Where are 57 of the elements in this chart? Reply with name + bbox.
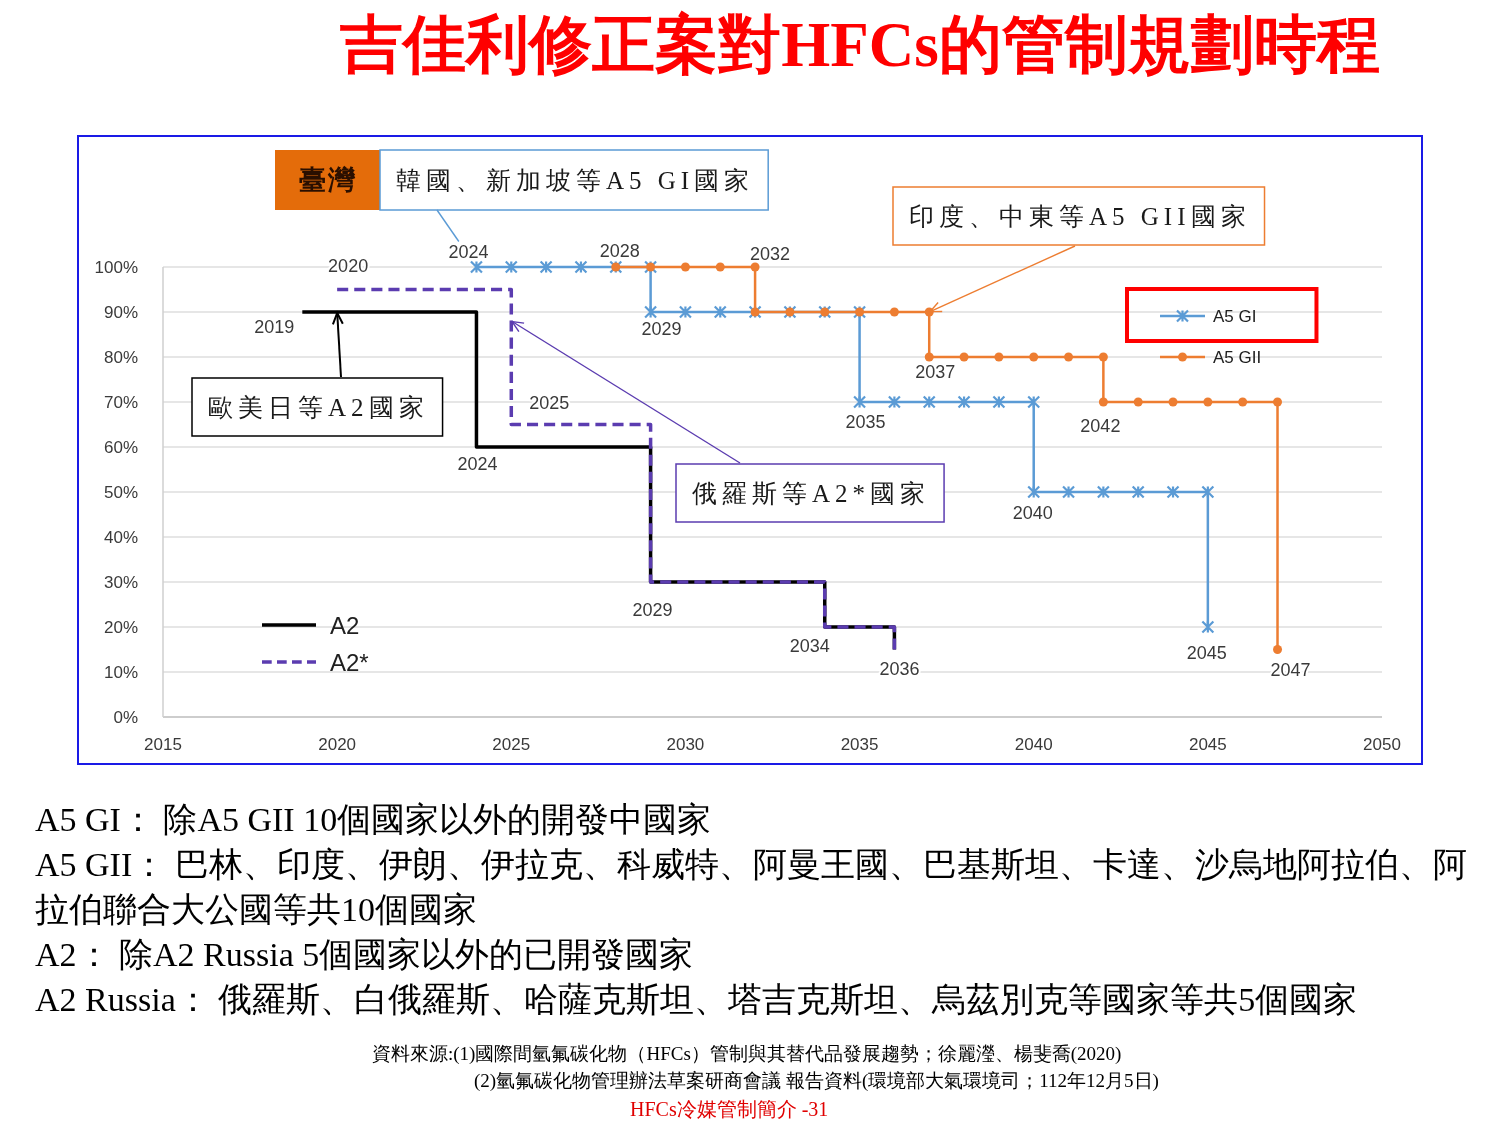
legend-label: A5 GII — [1213, 347, 1262, 367]
annotation: 2024 — [448, 242, 489, 262]
legend-label: A5 GI — [1213, 306, 1257, 326]
text: (2)氫氟碳化物管理辦法草案研商會議 報告資料(環境部大氣環境司；112年12月5日) — [473, 1069, 1160, 1093]
annotation: 2029 — [641, 319, 682, 339]
x-tick-label: 2025 — [492, 734, 531, 754]
annotation: 2037 — [915, 362, 956, 382]
text: A5 GII： 巴林、印度、伊朗、伊拉克、科威特、阿曼王國、巴基斯坦、卡達、沙烏地阿拉伯、阿拉伯聯合大公國等共10個國家 — [35, 845, 1468, 930]
legend-label: A2 — [330, 611, 360, 639]
annotation: 2036 — [879, 658, 920, 679]
x-tick-label: 2040 — [1014, 734, 1053, 754]
annotation: 2019 — [254, 317, 295, 337]
y-tick-label: 100% — [94, 257, 138, 277]
annotation: 2034 — [789, 636, 830, 656]
y-tick-label: 20% — [103, 617, 138, 637]
annotation: 2029 — [632, 600, 673, 620]
legend-entry: A5 GI — [1160, 306, 1257, 326]
annotation: 2040 — [1012, 503, 1053, 523]
legend-entry: A2 — [262, 611, 360, 639]
text: A2 Russia： 俄羅斯、白俄羅斯、哈薩克斯坦、塔吉克斯坦、烏茲別克等國家等共5個國家 — [35, 980, 1359, 1020]
x-tick-label: 2015 — [144, 734, 182, 754]
annotation: 歐美日等A2國家 — [208, 393, 429, 421]
y-tick-label: 40% — [103, 527, 138, 547]
y-tick-label: 60% — [103, 437, 138, 457]
text: A5 GI： 除A5 GII 10個國家以外的開發中國家 — [35, 800, 713, 840]
annotation: 2047 — [1270, 659, 1311, 680]
annotation: 2024 — [457, 454, 498, 474]
annotation: 2032 — [750, 244, 791, 264]
y-tick-label: 0% — [113, 707, 138, 727]
y-tick-label: 90% — [103, 302, 138, 322]
annotation: 2025 — [529, 392, 570, 413]
text: A2： 除A2 Russia 5個國家以外的已開發國家 — [35, 935, 695, 975]
y-tick-label: 10% — [103, 662, 138, 682]
x-tick-label: 2050 — [1363, 734, 1401, 754]
legend-entry: A5 GII — [1160, 347, 1262, 367]
annotation: 印度、中東等A5 GII國家 — [909, 202, 1251, 230]
annotation: 俄羅斯等A2*國家 — [692, 479, 931, 507]
annotation: 韓國、新加坡等A5 GI國家 — [396, 166, 755, 194]
legend-label: A2* — [330, 648, 369, 676]
y-tick-label: 50% — [103, 482, 138, 502]
x-tick-label: 2035 — [840, 734, 879, 754]
text: 臺灣 — [298, 165, 357, 195]
text: HFCs冷媒管制簡介 -31 — [630, 1097, 829, 1121]
x-tick-label: 2030 — [666, 734, 705, 754]
annotation: 2035 — [845, 412, 886, 432]
y-tick-label: 80% — [103, 347, 138, 367]
chart-title: 吉佳利修正案對HFCs的管制規劃時程 — [339, 9, 1381, 82]
annotation: 2042 — [1080, 416, 1121, 436]
legend-entry: A2* — [262, 648, 369, 676]
x-tick-label: 2020 — [318, 734, 357, 754]
source-note: 資料來源:(1)國際間氫氟碳化物（HFCs）管制與其替代品發展趨勢；徐麗瀅、楊斐喬(2020) — [372, 1042, 1123, 1066]
annotation: 2045 — [1186, 643, 1227, 663]
annotation: 2028 — [599, 241, 640, 261]
x-tick-label: 2045 — [1188, 734, 1227, 754]
y-tick-label: 70% — [103, 392, 138, 412]
annotation: 2020 — [328, 255, 369, 276]
y-tick-label: 30% — [103, 572, 138, 592]
